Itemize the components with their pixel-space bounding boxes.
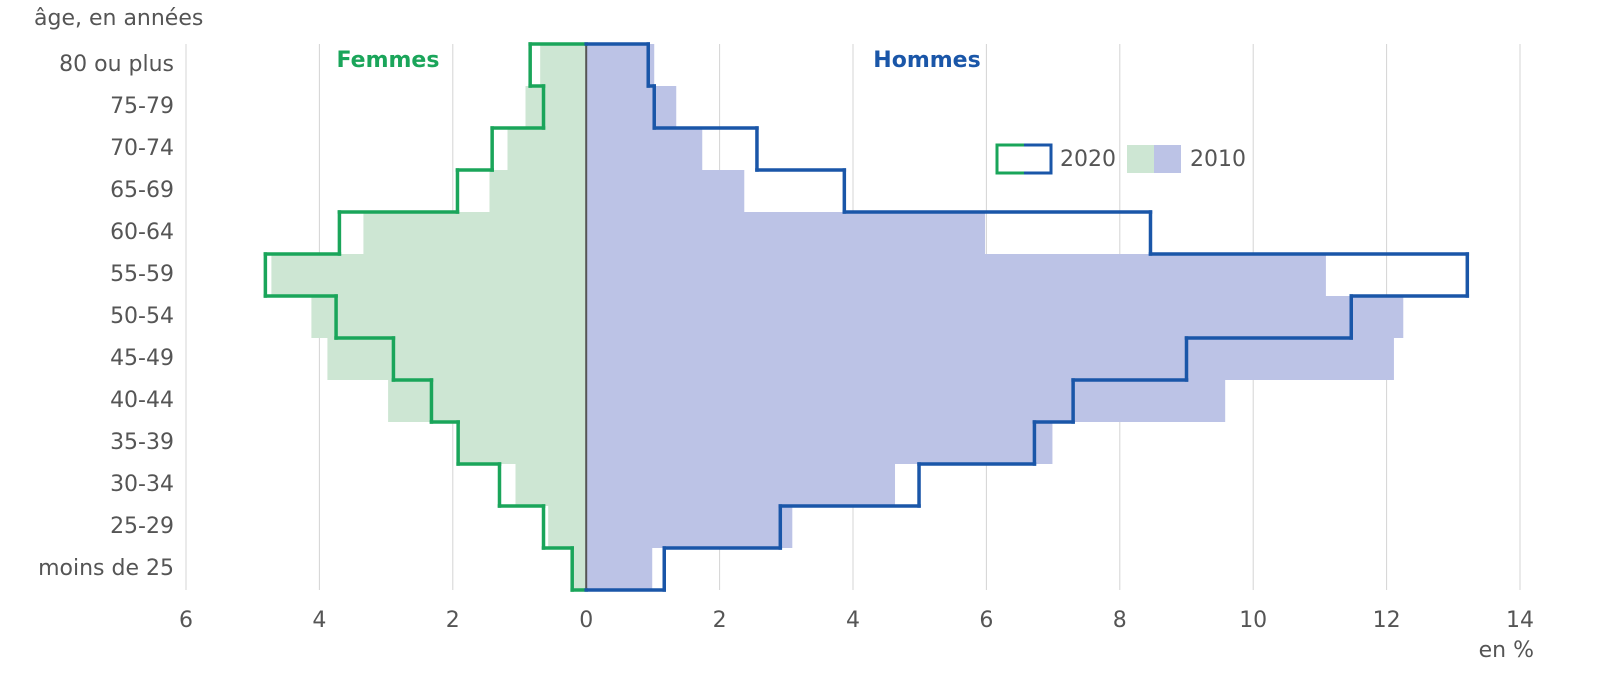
- bar: [586, 380, 1226, 422]
- side-label: Hommes: [873, 48, 980, 73]
- bar: [586, 86, 677, 128]
- x-tick-label: 0: [579, 608, 593, 633]
- y-tick-label: 65-69: [110, 178, 174, 203]
- y-tick-label: moins de 25: [38, 556, 174, 581]
- legend-label: 2020: [1060, 147, 1116, 172]
- bar: [586, 296, 1404, 338]
- y-tick-label: 80 ou plus: [59, 52, 174, 77]
- x-tick-label: 4: [312, 608, 326, 633]
- bar: [507, 128, 587, 170]
- bar: [489, 170, 587, 212]
- y-tick-label: 60-64: [110, 220, 174, 245]
- x-tick-label: 2: [713, 608, 727, 633]
- bar: [525, 86, 587, 128]
- x-tick-label: 14: [1506, 608, 1534, 633]
- bar: [327, 338, 587, 380]
- y-axis-label: âge, en années: [34, 6, 203, 31]
- bar: [586, 254, 1326, 296]
- bar: [388, 380, 587, 422]
- legend-swatch: [1024, 143, 1053, 175]
- bar: [586, 128, 703, 170]
- legend-swatch: [1127, 145, 1154, 173]
- x-tick-label: 10: [1239, 608, 1267, 633]
- bar: [586, 506, 793, 548]
- bar: [586, 44, 655, 86]
- x-tick-label: 2: [446, 608, 460, 633]
- y-tick-label: 40-44: [110, 388, 174, 413]
- legend-swatch: [995, 143, 1024, 175]
- bar: [572, 548, 587, 590]
- bar: [586, 338, 1394, 380]
- bar: [548, 506, 587, 548]
- bar: [586, 212, 986, 254]
- y-tick-label: 30-34: [110, 472, 174, 497]
- bar: [363, 212, 587, 254]
- y-tick-label: 45-49: [110, 346, 174, 371]
- x-tick-label: 4: [846, 608, 860, 633]
- bar: [515, 464, 587, 506]
- y-tick-label: 50-54: [110, 304, 174, 329]
- x-tick-label: 12: [1373, 608, 1401, 633]
- bar: [586, 422, 1053, 464]
- legend-swatch: [1154, 145, 1181, 173]
- bar: [271, 254, 587, 296]
- y-tick-label: 25-29: [110, 514, 174, 539]
- side-label: Femmes: [337, 48, 440, 73]
- bar: [311, 296, 587, 338]
- x-tick-label: 8: [1113, 608, 1127, 633]
- bar: [586, 548, 653, 590]
- x-tick-label: 6: [179, 608, 193, 633]
- x-tick-label: 6: [979, 608, 993, 633]
- bar: [540, 44, 587, 86]
- y-tick-label: 55-59: [110, 262, 174, 287]
- legend-label: 2010: [1190, 147, 1246, 172]
- bar: [458, 422, 587, 464]
- y-tick-label: 70-74: [110, 136, 174, 161]
- bar: [586, 464, 896, 506]
- y-tick-label: 75-79: [110, 94, 174, 119]
- x-axis-label: en %: [1479, 638, 1534, 663]
- y-tick-label: 35-39: [110, 430, 174, 455]
- bar: [586, 170, 745, 212]
